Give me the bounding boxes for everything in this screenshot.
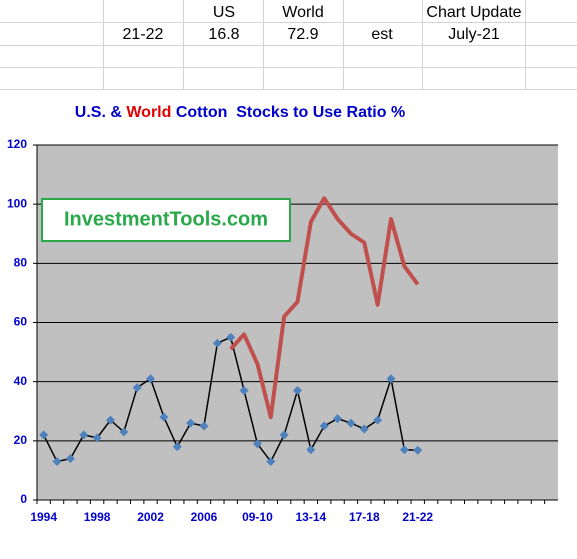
y-tick-label: 100: [7, 196, 27, 210]
series-line: [229, 196, 420, 420]
y-tick-label: 60: [14, 315, 28, 329]
y-tick-label: 20: [14, 433, 28, 447]
point-marker: [333, 414, 343, 424]
point-marker: [39, 430, 49, 440]
x-tick-label: 2002: [137, 510, 164, 524]
point-marker: [252, 439, 262, 449]
x-tick-label: 2006: [191, 510, 218, 524]
point-marker: [212, 338, 222, 348]
point-marker: [386, 374, 396, 384]
chart-title: U.S. & World Cotton Stocks to Use Ratio …: [75, 104, 405, 121]
x-tick-label: 21-22: [402, 510, 433, 524]
title-part: Cotton Stocks to Use Ratio %: [171, 104, 405, 121]
sheet-cell: 72.9: [287, 26, 318, 43]
title-part: U.S. &: [75, 104, 127, 121]
point-marker: [199, 421, 209, 431]
point-marker: [359, 424, 369, 434]
point-marker: [413, 445, 423, 455]
y-tick-label: 80: [14, 256, 28, 270]
point-marker: [119, 427, 129, 437]
point-marker: [306, 445, 316, 455]
title-part: World: [126, 104, 171, 121]
point-marker: [105, 415, 115, 425]
point-marker: [132, 383, 142, 393]
x-tick-label: 09-10: [242, 510, 273, 524]
x-tick-label: 1998: [84, 510, 111, 524]
sheet-header: World: [282, 4, 324, 21]
x-tick-label: 13-14: [296, 510, 327, 524]
y-tick-label: 120: [7, 137, 27, 151]
point-marker: [239, 386, 249, 396]
point-marker: [373, 415, 383, 425]
sheet-cell: 16.8: [208, 26, 239, 43]
point-marker: [319, 421, 329, 431]
sheet-grid: [0, 0, 577, 90]
point-marker: [226, 332, 236, 342]
point-marker: [92, 433, 102, 443]
y-tick-label: 40: [14, 374, 28, 388]
sheet-cell: 21-22: [123, 26, 164, 43]
point-marker: [279, 430, 289, 440]
point-marker: [79, 430, 89, 440]
point-marker: [52, 457, 62, 467]
point-marker: [266, 457, 276, 467]
logo-box: [41, 198, 291, 242]
x-tick-label: 1994: [30, 510, 57, 524]
point-marker: [399, 445, 409, 455]
point-marker: [146, 374, 156, 384]
point-marker: [65, 454, 75, 464]
logo: InvestmentTools.com: [64, 208, 268, 230]
sheet-cell: July-21: [448, 26, 500, 43]
y-tick-label: 0: [20, 492, 27, 506]
x-tick-label: 17-18: [349, 510, 380, 524]
point-marker: [293, 386, 302, 396]
sheet-cell: est: [371, 26, 393, 43]
sheet-header: Chart Update: [426, 4, 521, 21]
point-marker: [346, 418, 356, 428]
point-marker: [159, 412, 169, 422]
point-marker: [172, 442, 182, 452]
sheet-header: US: [213, 4, 235, 21]
point-marker: [186, 418, 196, 428]
